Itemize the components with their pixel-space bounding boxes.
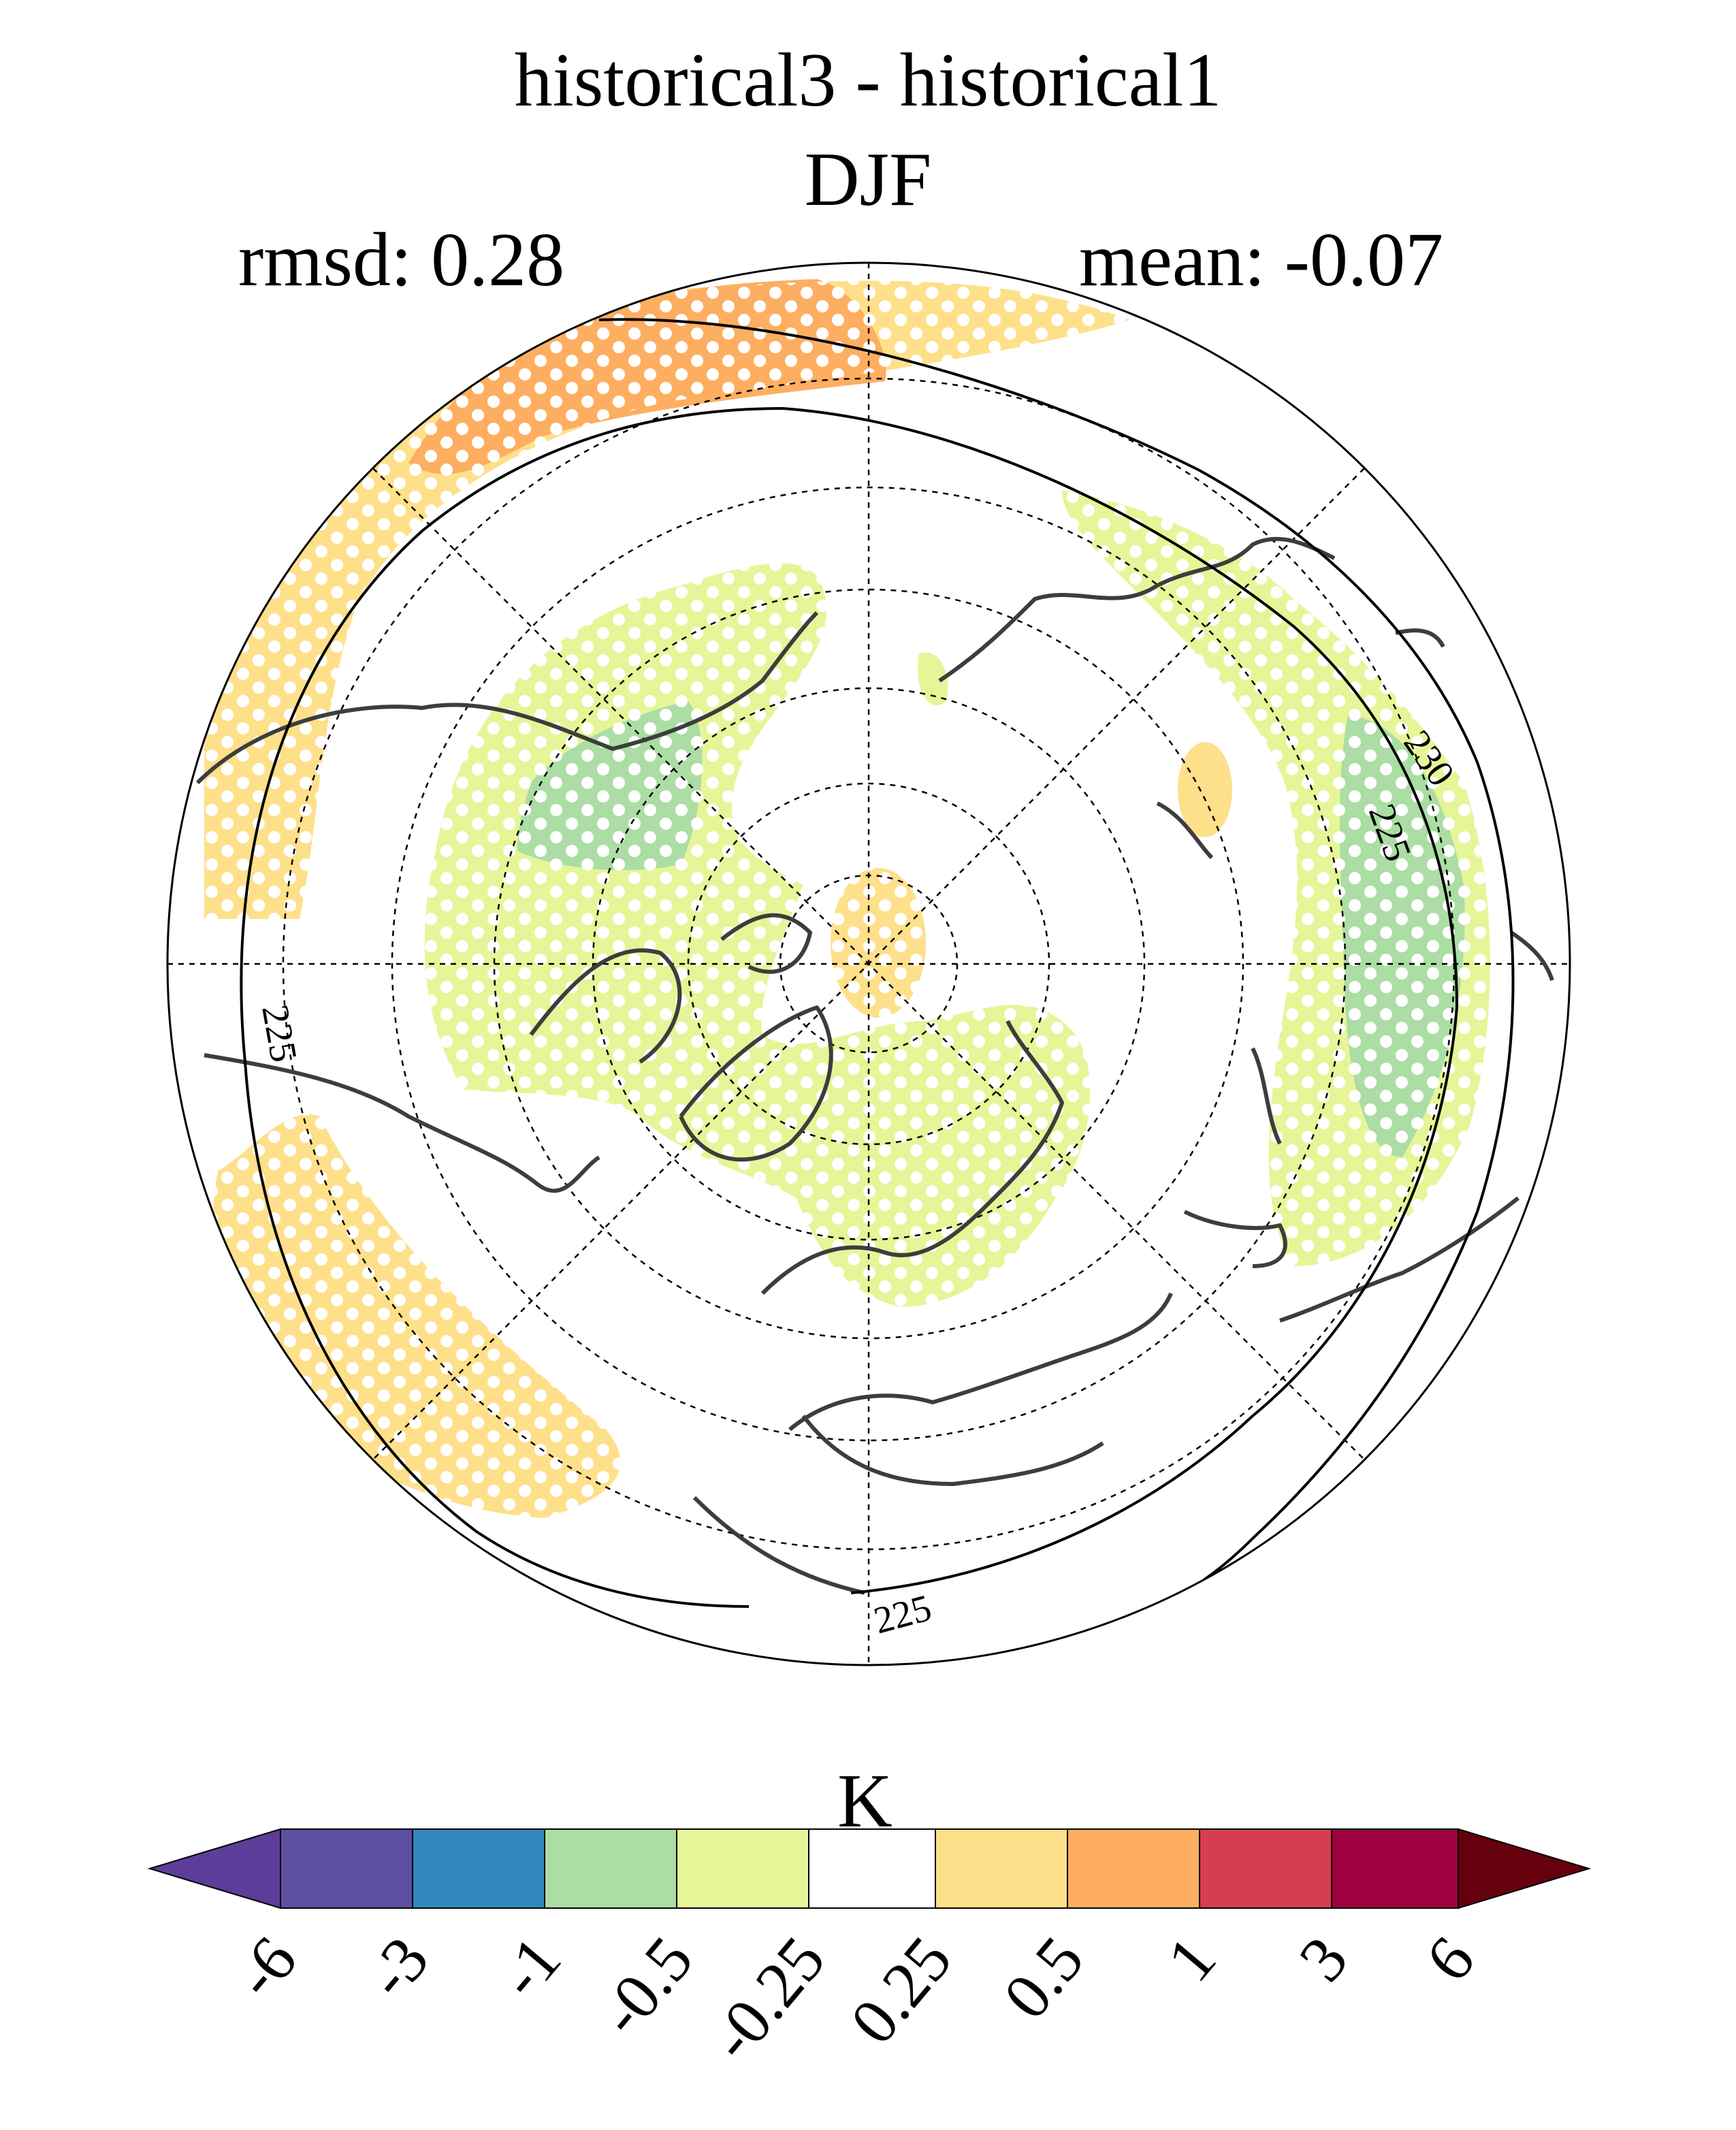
tick-label: 3 (1285, 1923, 1362, 1995)
tick-label: 0.25 (836, 1923, 965, 2057)
contour-label-225-south: 225 (869, 1587, 935, 1643)
graticule (167, 263, 1570, 1665)
contour-label-225-west: 225 (253, 1001, 305, 1065)
contour-225-outer (240, 406, 1459, 1594)
warm-spot-east (1178, 742, 1232, 837)
contour-lines (240, 318, 1515, 1608)
colorbar-units: K (837, 1759, 893, 1843)
tick-label: -0.25 (696, 1923, 839, 2074)
colorbar-end-low (147, 1828, 281, 1909)
colorbar-bin-1 (280, 1828, 413, 1909)
map-title: historical3 - historical1 (514, 38, 1222, 123)
contour-225-west (244, 1061, 750, 1608)
tick-label: 0.5 (989, 1923, 1097, 2033)
tick-label: -1 (484, 1923, 575, 2012)
colorbar-ticks: -6 -3 -1 -0.5 -0.25 0.25 0.5 1 3 6 (220, 1923, 1488, 2074)
colorbar-bin-3 (544, 1828, 677, 1909)
tick-label: -3 (352, 1923, 443, 2012)
colorbar-bin-7 (1067, 1828, 1200, 1909)
colorbar-end-high (1458, 1828, 1592, 1909)
coastlines (195, 536, 1554, 1595)
colorbar-bin-8 (1199, 1828, 1332, 1909)
colorbar (147, 1828, 1592, 1909)
tick-label: 6 (1411, 1923, 1488, 1995)
contour-230 (598, 318, 1515, 1601)
map-border (166, 261, 1571, 1666)
mean-stat: mean: -0.07 (1079, 218, 1443, 302)
tick-label: -0.5 (584, 1923, 707, 2049)
colorbar-bin-6 (935, 1828, 1068, 1909)
cool-region-north (918, 652, 948, 706)
tick-label: 1 (1153, 1923, 1229, 1995)
stippling (204, 280, 1490, 1518)
rmsd-stat: rmsd: 0.28 (238, 218, 565, 302)
colorbar-bin-4 (676, 1828, 809, 1909)
anomaly-field (167, 263, 1570, 1665)
tick-label: -6 (220, 1923, 310, 2012)
colorbar-bin-9 (1331, 1828, 1459, 1909)
season-subtitle: DJF (804, 138, 932, 222)
colorbar-bin-2 (412, 1828, 545, 1909)
